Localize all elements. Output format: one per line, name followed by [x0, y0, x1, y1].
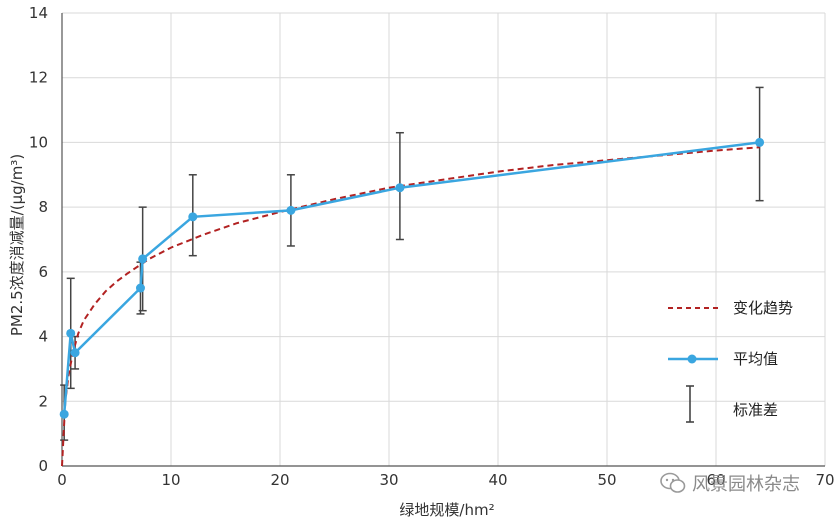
legend: 变化趋势 平均值 标准差	[668, 299, 793, 423]
x-tick-label: 30	[379, 471, 398, 489]
mean-point	[59, 409, 69, 419]
x-tick-label: 70	[815, 471, 834, 489]
mean-point	[286, 205, 296, 215]
x-tick-label: 60	[706, 471, 725, 489]
y-tick-label: 8	[38, 198, 48, 216]
trend-line	[61, 146, 760, 467]
legend-mean-label: 平均值	[733, 350, 778, 368]
x-tick-labels: 0 10 20 30 40 50 60 70	[57, 471, 834, 489]
watermark-text: 风景园林杂志	[692, 474, 800, 495]
mean-point	[755, 137, 765, 147]
x-axis-title: 绿地规模/hm²	[399, 501, 494, 519]
y-tick-label: 6	[38, 263, 48, 281]
error-bars	[60, 86, 764, 441]
wechat-icon	[660, 472, 686, 493]
x-tick-label: 0	[57, 471, 67, 489]
y-tick-label: 12	[29, 69, 48, 87]
mean-series	[59, 137, 765, 419]
mean-point	[188, 212, 198, 222]
y-tick-label: 14	[29, 4, 48, 22]
axes	[61, 13, 825, 467]
y-tick-label: 2	[38, 392, 48, 410]
x-tick-label: 40	[488, 471, 507, 489]
grid	[62, 12, 826, 466]
x-tick-label: 20	[270, 471, 289, 489]
mean-point	[70, 348, 80, 358]
watermark: 风景园林杂志	[660, 470, 800, 496]
mean-point	[135, 283, 145, 293]
mean-point	[138, 254, 148, 264]
mean-line	[62, 141, 760, 415]
y-tick-label: 10	[29, 133, 48, 151]
x-tick-label: 50	[597, 471, 616, 489]
x-tick-label: 10	[161, 471, 180, 489]
y-axis-title: PM2.5浓度消减量/(μg/m³)	[8, 154, 26, 336]
legend-mean-marker	[687, 354, 697, 364]
y-tick-label: 4	[38, 328, 48, 346]
y-tick-label: 0	[38, 457, 48, 475]
mean-point	[66, 328, 76, 338]
mean-point	[395, 183, 405, 193]
legend-trend-label: 变化趋势	[733, 299, 793, 317]
trend-series	[61, 146, 760, 467]
legend-std-label: 标准差	[733, 401, 778, 419]
y-tick-labels: 0 2 4 6 8 10 12 14	[29, 4, 48, 475]
